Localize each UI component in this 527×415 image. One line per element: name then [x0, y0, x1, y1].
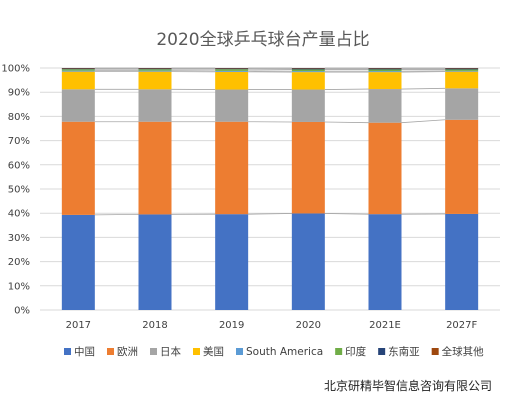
bar-segment [445, 71, 479, 89]
legend-label: 印度 [345, 345, 366, 358]
y-tick-label: 90% [8, 88, 30, 99]
legend-label: 中国 [74, 345, 95, 358]
series-line [401, 87, 446, 90]
bar-stack-2020 [291, 68, 325, 310]
legend-label: 美国 [203, 345, 224, 358]
x-tick-label: 2017 [66, 320, 91, 331]
series-line [401, 119, 446, 124]
bar-segment [368, 89, 402, 123]
bar-segment [291, 68, 325, 70]
series-line [248, 213, 292, 215]
series-line [324, 213, 369, 215]
y-tick-label: 20% [8, 257, 30, 268]
bar-segment [215, 68, 249, 70]
y-tick-label: 50% [8, 185, 30, 196]
bar-segment [138, 89, 172, 122]
bar-segment [215, 121, 249, 215]
legend-swatch [193, 348, 200, 355]
x-tick-label: 2019 [219, 320, 244, 331]
legend-swatch [378, 348, 386, 355]
bar-stack-2027F [445, 68, 479, 310]
x-tick-label: 2018 [142, 320, 167, 331]
bar-segment [215, 71, 249, 90]
bar-segment [61, 71, 95, 90]
legend-swatch [150, 348, 157, 355]
legend-label: 全球其他 [442, 345, 484, 358]
bar-segment [61, 68, 95, 70]
legend-swatch [64, 348, 71, 355]
y-tick-label: 100% [1, 64, 30, 75]
bar-segment [291, 72, 325, 90]
bar-segment [445, 119, 479, 214]
bar-segment [61, 214, 95, 310]
y-tick-label: 40% [8, 209, 30, 220]
legend-label: 东南亚 [388, 345, 420, 358]
bar-segment [445, 68, 479, 70]
bar-segment [215, 70, 249, 72]
bar-segment [291, 89, 325, 122]
bar-stack-2021E [368, 68, 402, 310]
bar-segment [368, 71, 402, 73]
bar-segment [291, 121, 325, 214]
bar-segment [138, 214, 172, 310]
bar-segment [445, 70, 479, 72]
bar-segment [61, 69, 95, 71]
bar-segment [291, 213, 325, 310]
legend-swatch [107, 348, 114, 355]
bar-segment [61, 70, 95, 72]
bar-segment [61, 89, 95, 122]
bar-segment [291, 71, 325, 73]
gridlines [40, 67, 500, 311]
bar-segment [445, 69, 479, 71]
legend-label: South America [246, 346, 323, 358]
bar-segment [138, 69, 172, 71]
series-lines [94, 67, 446, 216]
legend-swatch [335, 348, 343, 355]
bar-segment [61, 121, 95, 215]
y-tick-label: 30% [8, 233, 30, 244]
legend-swatch [431, 348, 439, 355]
legend-swatch [236, 348, 243, 355]
bar-segment [138, 121, 172, 215]
bar-segment [368, 214, 402, 310]
bar-stacks [61, 68, 479, 310]
legend-label: 欧洲 [117, 346, 138, 358]
y-tick-label: 60% [8, 160, 30, 171]
y-tick-label: 80% [8, 112, 30, 123]
bar-segment [291, 69, 325, 72]
bar-segment [215, 214, 249, 310]
y-tick-label: 70% [8, 136, 30, 147]
x-tick-label: 2027F [446, 320, 477, 331]
bar-segment [368, 68, 402, 70]
y-tick-label: 0% [14, 306, 30, 317]
bar-segment [215, 69, 249, 71]
bar-segment [138, 70, 172, 72]
y-axis-ticks: 0% 10% 20% 30% 40% 50% 60% 70% 80% 90% 100% [1, 64, 30, 317]
legend-label: 日本 [160, 345, 181, 358]
bar-segment [215, 89, 249, 122]
bar-stack-2018 [138, 68, 172, 310]
bar-segment [368, 122, 402, 215]
bar-segment [445, 88, 479, 120]
x-tick-label: 2021E [369, 320, 401, 331]
x-axis-categories: 2017 2018 2019 2020 2021E 2027F [66, 320, 478, 331]
bar-segment [368, 69, 402, 72]
legend: 中国 欧洲 日本 美国 South America 印度 东南亚 全球其他 [64, 345, 484, 358]
series-line [324, 121, 369, 124]
bar-segment [445, 213, 479, 310]
x-tick-label: 2020 [296, 320, 321, 331]
bar-stack-2019 [215, 68, 249, 310]
bar-stack-2017 [61, 68, 95, 310]
bar-segment [138, 68, 172, 70]
source-note: 北京研精毕智信息咨询有限公司 [324, 378, 492, 393]
bar-segment [368, 72, 402, 90]
chart-title: 2020全球乒乓球台产量占比 [156, 30, 369, 50]
bar-segment [138, 71, 172, 90]
y-tick-label: 10% [8, 281, 30, 292]
